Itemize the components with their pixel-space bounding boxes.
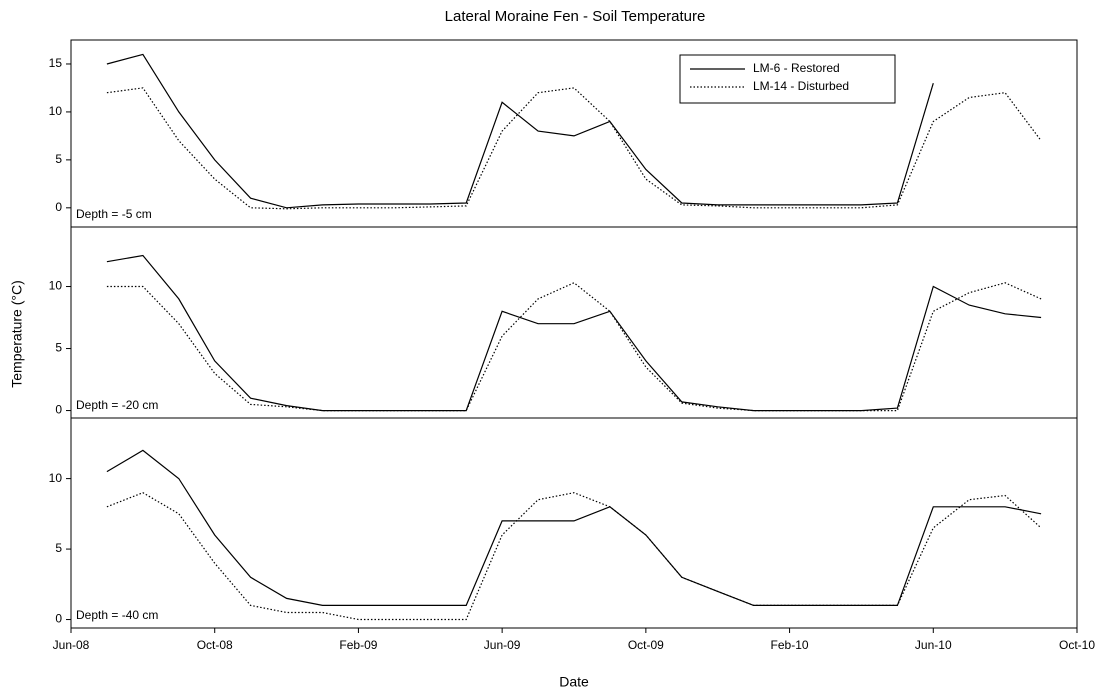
data-line xyxy=(106,282,1042,412)
data-line xyxy=(106,87,1042,210)
legend-box xyxy=(679,54,896,104)
x-tick-label: Jun-08 xyxy=(53,638,90,652)
panel-frame xyxy=(70,226,1078,419)
y-tick-label: 15 xyxy=(49,56,63,70)
x-tick-label: Oct-10 xyxy=(1059,638,1095,652)
panel-annotation: Depth = -40 cm xyxy=(76,608,158,622)
panel-annotation: Depth = -20 cm xyxy=(76,398,158,412)
y-tick-label: 0 xyxy=(55,200,62,214)
y-tick-label: 10 xyxy=(49,471,63,485)
panel-annotation: Depth = -5 cm xyxy=(76,207,152,221)
data-line xyxy=(106,449,1042,606)
x-tick-label: Feb-10 xyxy=(771,638,809,652)
legend-label: LM-6 - Restored xyxy=(753,61,840,75)
y-tick-label: 0 xyxy=(55,403,62,417)
y-tick-label: 5 xyxy=(55,541,62,555)
y-tick-label: 10 xyxy=(49,104,63,118)
legend-label: LM-14 - Disturbed xyxy=(753,79,849,93)
y-tick-label: 10 xyxy=(49,279,63,293)
y-tick-label: 5 xyxy=(55,341,62,355)
data-line xyxy=(106,492,1042,621)
data-line xyxy=(106,254,1042,412)
x-tick-label: Jun-09 xyxy=(484,638,521,652)
chart-title: Lateral Moraine Fen - Soil Temperature xyxy=(445,8,706,25)
y-tick-label: 5 xyxy=(55,152,62,166)
panel-frame xyxy=(70,39,1078,228)
data-line xyxy=(106,53,934,209)
y-axis-label: Temperature (°C) xyxy=(9,280,25,388)
y-tick-label: 0 xyxy=(55,612,62,626)
panel-frame xyxy=(70,417,1078,629)
x-tick-label: Oct-08 xyxy=(197,638,233,652)
x-tick-label: Jun-10 xyxy=(915,638,952,652)
x-axis-label: Date xyxy=(559,674,589,690)
x-tick-label: Feb-09 xyxy=(339,638,377,652)
x-tick-label: Oct-09 xyxy=(628,638,664,652)
